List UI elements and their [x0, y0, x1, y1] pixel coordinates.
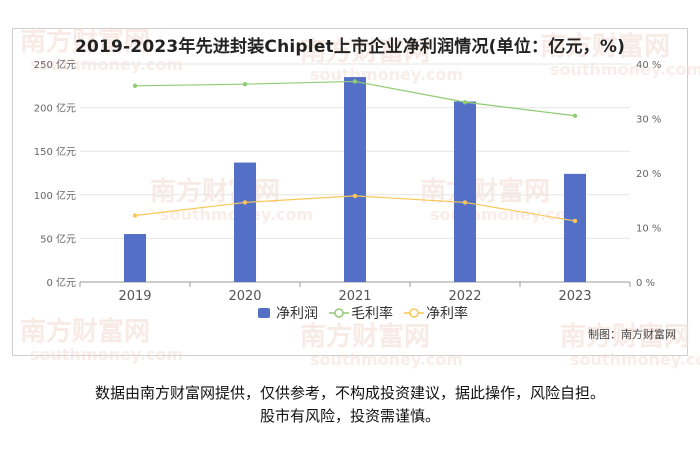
legend-swatch-marker	[409, 308, 419, 318]
bar-净利润	[344, 77, 366, 282]
legend-item: 净利润	[258, 306, 318, 322]
y-right-tick-label: 10 %	[636, 224, 661, 235]
watermark-en: southmoney.com	[430, 205, 583, 224]
watermark-cn: 南方财富网	[560, 321, 690, 352]
point-毛利率	[572, 113, 578, 118]
watermark-en: southmoney.com	[310, 65, 463, 84]
chart-title: 2019-2023年先进封装Chiplet上市企业净利润情况(单位：亿元，%)	[74, 37, 626, 57]
y-right-tick-label: 0 %	[636, 278, 655, 289]
point-净利率	[242, 200, 248, 205]
y-left-tick-label: 250 亿元	[34, 58, 76, 71]
y-right-tick-label: 40 %	[636, 60, 661, 71]
y-right-tick-label: 30 %	[636, 115, 661, 126]
watermark-en: southmoney.com	[30, 345, 183, 364]
point-净利率	[352, 193, 358, 199]
bar-净利润	[564, 173, 586, 282]
y-right-tick-label: 20 %	[636, 169, 661, 180]
chart-credit: 制图：南方财富网	[588, 328, 676, 341]
point-毛利率	[132, 83, 138, 89]
legend-label: 毛利率	[351, 305, 393, 322]
watermark-en: southmoney.com	[570, 350, 700, 369]
x-tick-label: 2022	[448, 289, 481, 304]
watermark-cn: 南方财富网	[540, 31, 670, 62]
bar-series	[124, 77, 586, 282]
watermark-cn: 南方财富网	[300, 321, 430, 352]
axes: 0 亿元 50 亿元 100 亿元 150 亿元 200 亿元 250 亿元 0 % 10 %…	[34, 58, 662, 304]
y-left-tick-label: 150 亿元	[34, 145, 76, 158]
x-tick-label: 2023	[558, 289, 591, 304]
legend-label: 净利率	[426, 305, 468, 322]
watermark-en: southmoney.com	[550, 60, 700, 79]
legend-swatch	[258, 308, 270, 318]
point-净利率	[462, 200, 468, 205]
x-tick-label: 2019	[118, 289, 151, 304]
legend-swatch-marker	[334, 308, 344, 318]
legend-label: 净利润	[276, 306, 318, 322]
y-left-tick-label: 0 亿元	[46, 276, 76, 289]
line-series	[132, 79, 578, 224]
point-毛利率	[352, 79, 358, 84]
legend: 净利润 毛利率 净利率	[258, 305, 468, 322]
bar-净利润	[234, 162, 256, 282]
x-tick-label: 2021	[338, 289, 371, 304]
legend-item: 净利率	[404, 305, 468, 322]
point-净利率	[132, 213, 138, 218]
point-毛利率	[462, 99, 468, 105]
disclaimer-line-2: 股市有风险，投资需谨慎。	[259, 407, 440, 425]
watermark-cn: 南方财富网	[300, 36, 430, 67]
legend-item: 毛利率	[329, 305, 393, 322]
bar-净利润	[124, 234, 146, 282]
point-毛利率	[242, 81, 248, 87]
watermark-cn: 南方财富网	[20, 26, 150, 57]
watermark-cn: 南方财富网	[420, 176, 550, 207]
disclaimer: 数据由南方财富网提供，仅供参考，不构成投资建议，据此操作，风险自担。 股市有风险…	[0, 382, 700, 428]
disclaimer-line-1: 数据由南方财富网提供，仅供参考，不构成投资建议，据此操作，风险自担。	[94, 384, 605, 402]
x-tick-label: 2020	[228, 289, 261, 304]
watermark-cn: 南方财富网	[20, 316, 150, 347]
watermark-en: southmoney.com	[310, 350, 463, 369]
y-left-tick-label: 50 亿元	[40, 232, 76, 245]
watermark-cn: 南方财富网	[150, 176, 280, 207]
y-left-tick-label: 100 亿元	[34, 189, 76, 202]
y-left-tick-label: 200 亿元	[34, 102, 76, 115]
point-净利率	[572, 218, 578, 224]
bar-净利润	[454, 101, 476, 282]
